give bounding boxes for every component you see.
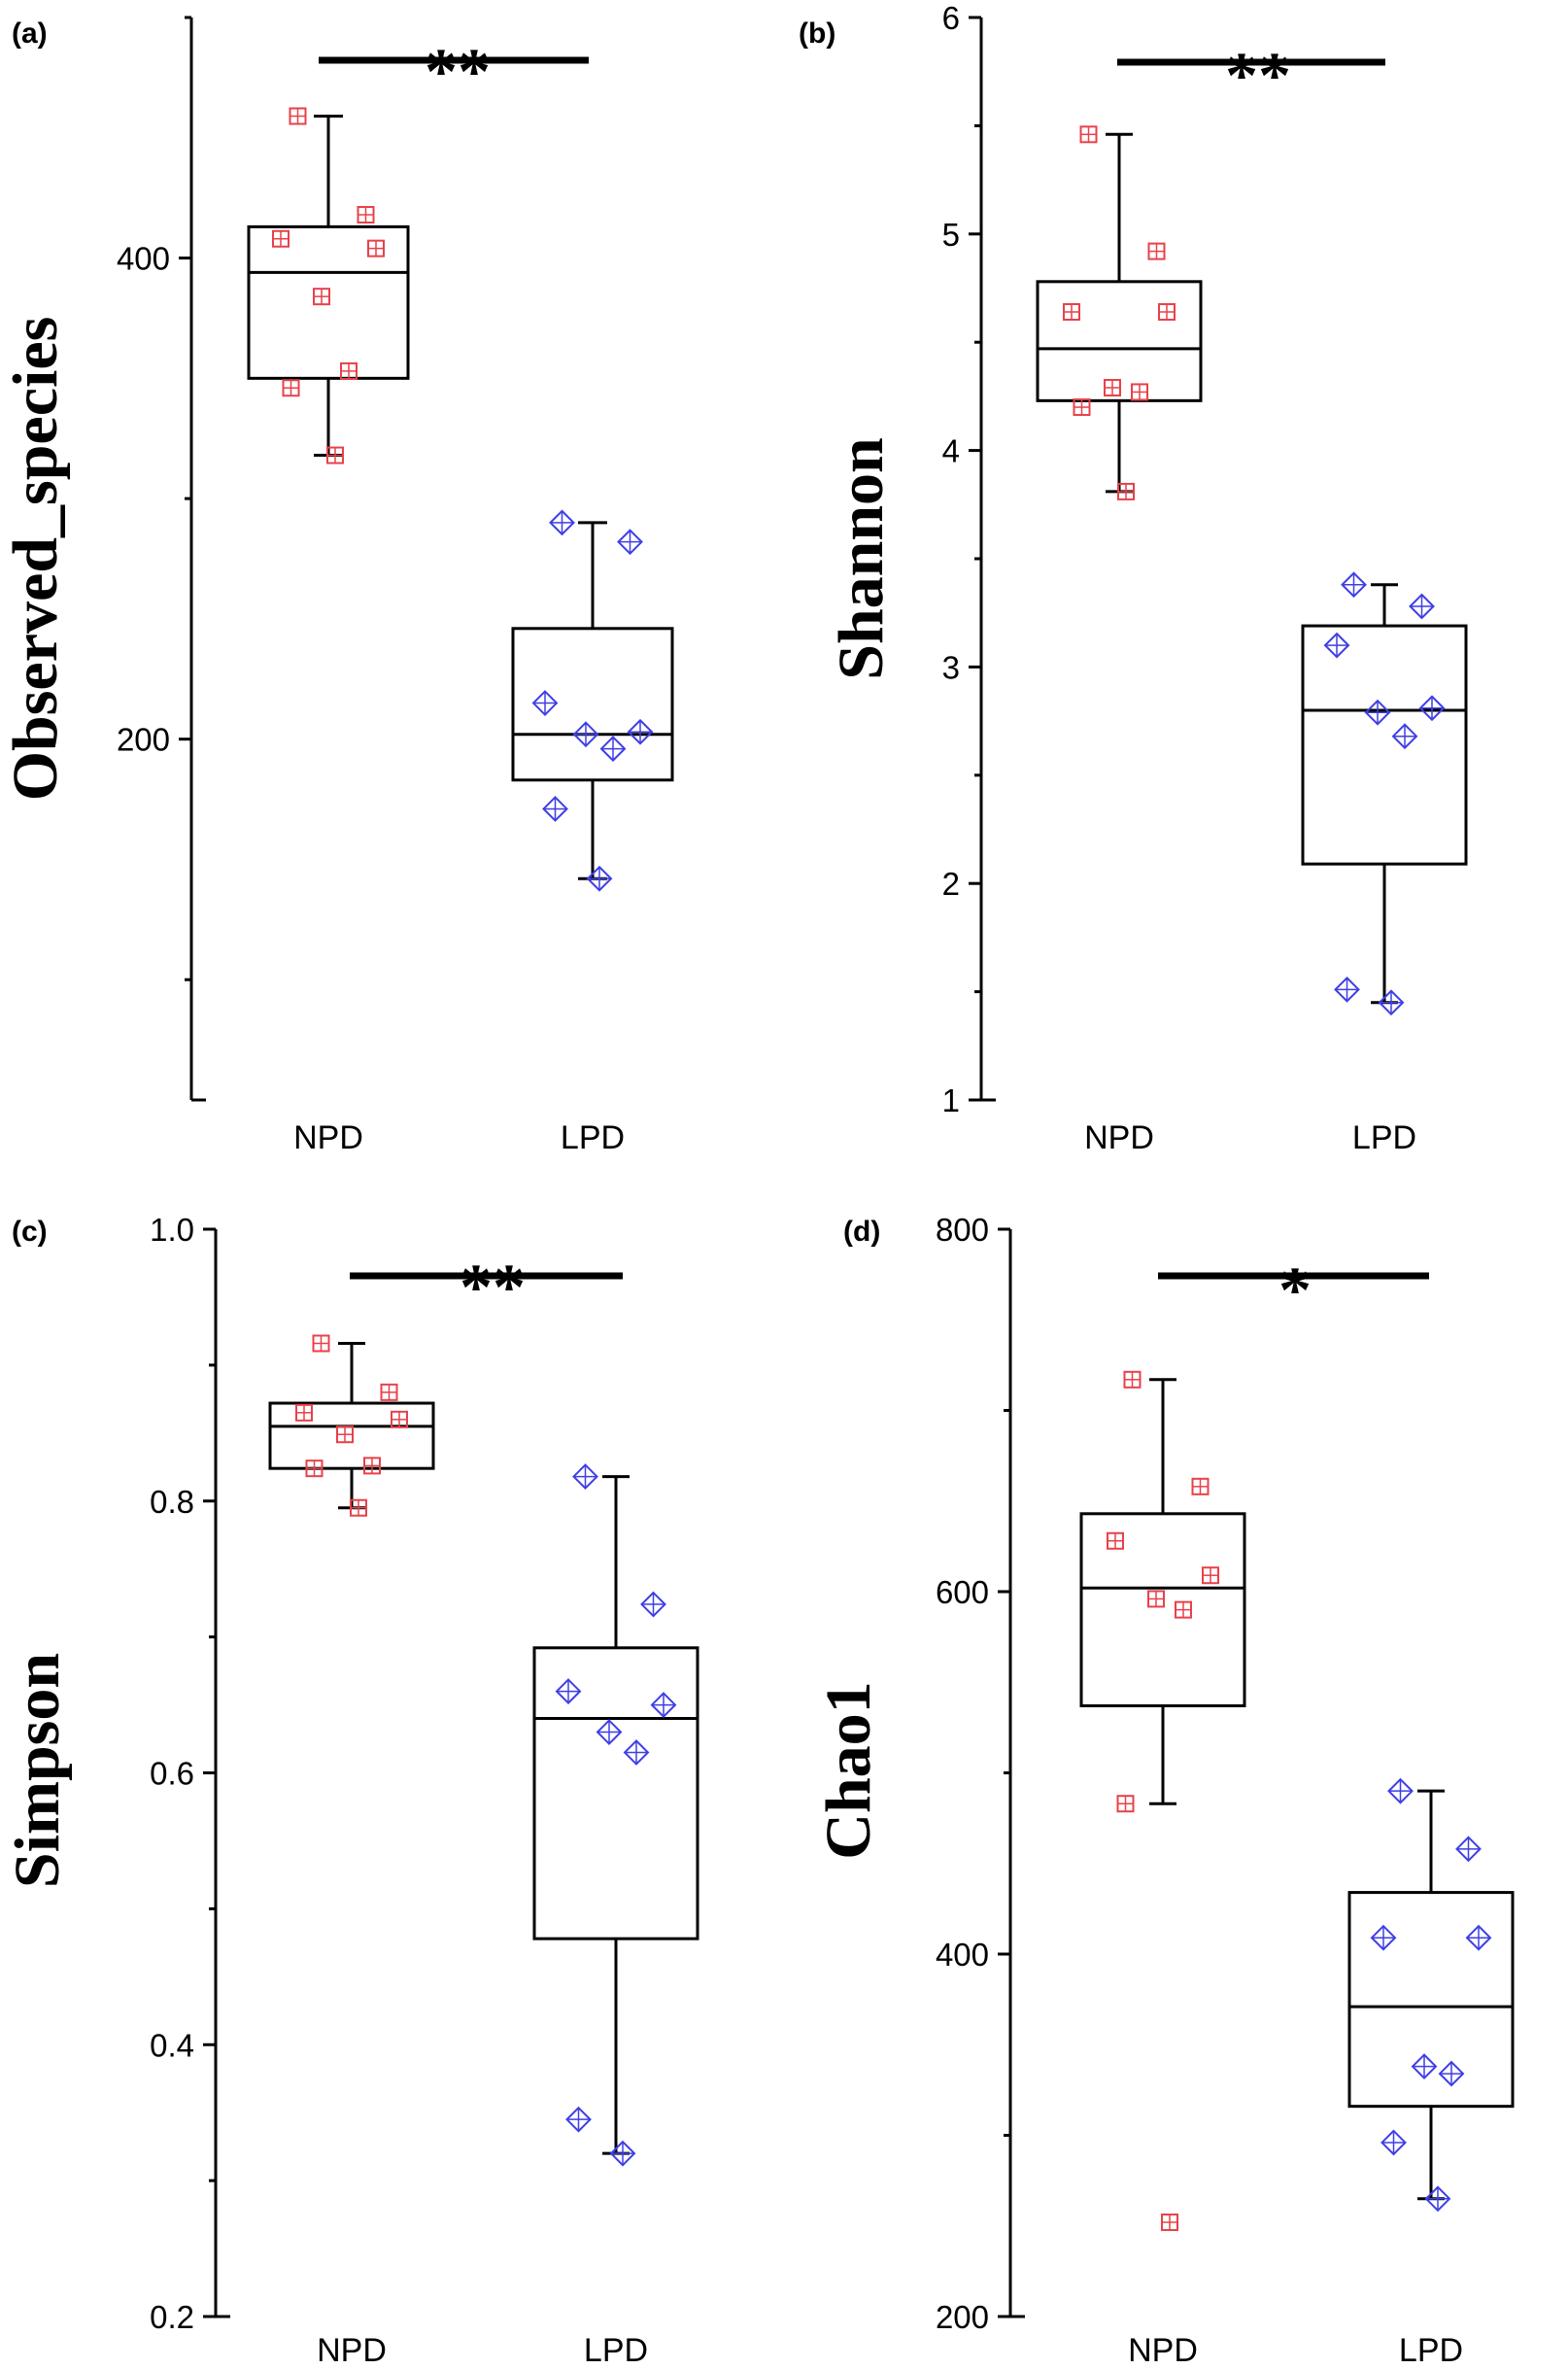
- box: [247, 224, 410, 380]
- panel-b: (b) Shannon 1 2 3 4 5 6 NPD LPD **: [799, 0, 1468, 1156]
- y-tick-label: 200: [936, 2299, 989, 2335]
- box: [532, 1646, 699, 1940]
- y-axis-label: Chao1: [813, 1681, 884, 1859]
- box: [511, 627, 674, 782]
- y-tick-label: 3: [942, 649, 960, 685]
- x-category-label: NPD: [317, 2332, 387, 2369]
- y-axis-label: Simpson: [2, 1653, 73, 1888]
- box-group-lpd: [1301, 571, 1468, 1016]
- panel-letter: (b): [799, 17, 835, 50]
- y-tick-label: 400: [936, 1937, 989, 1973]
- x-category-label: NPD: [1084, 1119, 1154, 1156]
- x-category-label: NPD: [293, 1119, 363, 1156]
- box: [1301, 624, 1468, 866]
- box: [1079, 1512, 1246, 1707]
- y-tick-label: 200: [117, 722, 170, 758]
- x-category-label: NPD: [1128, 2332, 1198, 2369]
- panel-a: (a) Observed_species 400 200 NPD LPD **: [0, 16, 674, 1156]
- box: [268, 1401, 435, 1470]
- significance-stars: **: [1225, 38, 1291, 112]
- x-category-label: LPD: [1352, 1119, 1416, 1156]
- box: [1347, 1891, 1515, 2109]
- panel-letter: (d): [843, 1216, 880, 1248]
- panel-letter: (a): [12, 17, 48, 50]
- box-group-lpd: [1347, 1777, 1515, 2213]
- significance-stars: *: [1278, 1253, 1312, 1326]
- y-tick-label: 800: [936, 1212, 989, 1248]
- x-category-label: LPD: [584, 2332, 648, 2369]
- y-tick-label: 600: [936, 1574, 989, 1610]
- y-tick-label: 2: [942, 866, 960, 902]
- box-group-lpd: [511, 509, 674, 892]
- x-category-label: LPD: [1399, 2332, 1463, 2369]
- y-tick-label: 1: [942, 1082, 960, 1118]
- significance-stars: **: [460, 1250, 526, 1323]
- panel-c: (c) Simpson 0.2 0.4 0.6 0.8 1.0 NPD LPD **: [2, 1212, 699, 2369]
- box-group-npd: [1036, 125, 1203, 500]
- box-group-npd: [247, 107, 410, 464]
- box: [1036, 280, 1203, 402]
- box-group-npd: [1079, 1370, 1246, 2232]
- y-axis-label: Observed_species: [0, 317, 71, 802]
- significance-stars: **: [425, 34, 491, 108]
- y-tick-label: 1.0: [150, 1212, 194, 1248]
- panel-letter: (c): [12, 1216, 48, 1248]
- y-tick-label: 0.4: [150, 2027, 194, 2063]
- y-tick-label: 0.2: [150, 2299, 194, 2335]
- y-tick-label: 0.8: [150, 1484, 194, 1520]
- y-tick-label: 400: [117, 241, 170, 277]
- box-group-npd: [268, 1334, 435, 1517]
- y-tick-label: 4: [942, 433, 960, 469]
- y-tick-label: 0.6: [150, 1756, 194, 1792]
- box-group-lpd: [532, 1463, 699, 2167]
- x-category-label: LPD: [561, 1119, 625, 1156]
- y-axis-label: Shannon: [826, 437, 897, 680]
- panel-d: (d) Chao1 200 400 600 800 NPD LPD *: [813, 1212, 1515, 2369]
- y-tick-label: 6: [942, 0, 960, 36]
- y-tick-label: 5: [942, 217, 960, 253]
